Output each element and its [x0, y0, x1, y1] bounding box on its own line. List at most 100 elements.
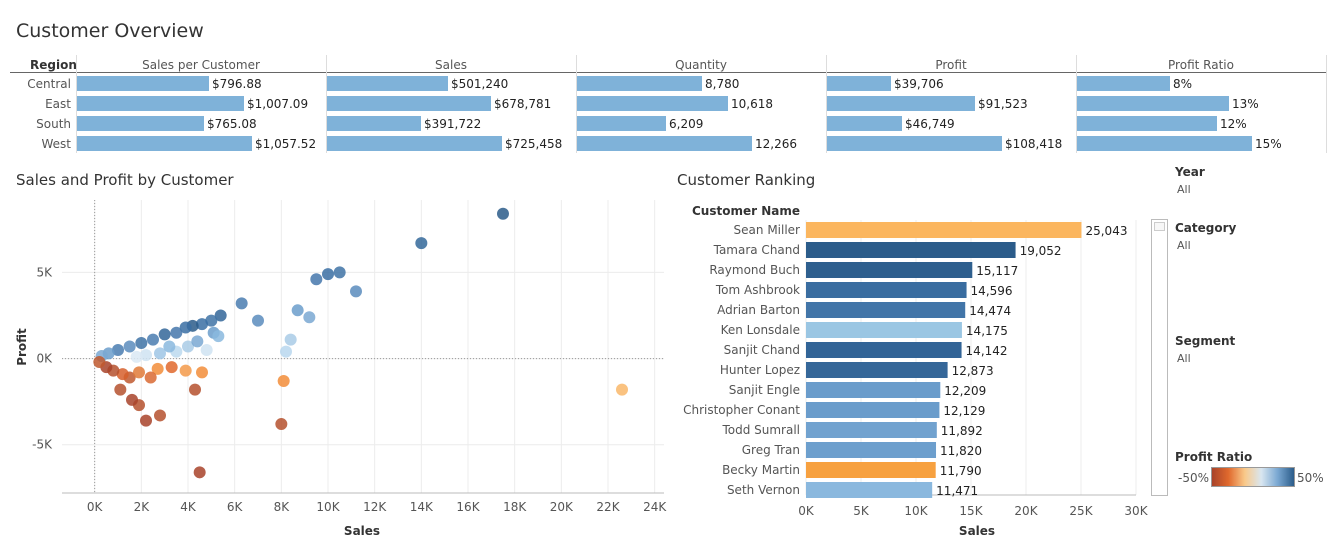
- ranking-bar[interactable]: [806, 382, 941, 398]
- overview-bar[interactable]: [77, 136, 252, 151]
- overview-value: $725,458: [505, 137, 563, 151]
- overview-value: $46,749: [905, 117, 955, 131]
- ranking-bar[interactable]: [806, 302, 966, 318]
- ranking-bar[interactable]: [806, 402, 940, 418]
- scatter-point[interactable]: [214, 309, 227, 322]
- scatter-point[interactable]: [277, 374, 290, 387]
- scatter-point[interactable]: [497, 207, 509, 220]
- overview-bar[interactable]: [1077, 116, 1217, 131]
- overview-bar[interactable]: [827, 116, 902, 131]
- scatter-point[interactable]: [151, 362, 164, 375]
- scatter-point[interactable]: [140, 349, 152, 362]
- overview-bar[interactable]: [327, 116, 421, 131]
- ranking-bar[interactable]: [806, 462, 936, 478]
- bar-value-label: 14,596: [971, 284, 1013, 298]
- scatter-point[interactable]: [193, 466, 206, 479]
- overview-bar[interactable]: [77, 76, 209, 91]
- scatter-point[interactable]: [200, 343, 213, 356]
- scatter-point[interactable]: [154, 347, 166, 360]
- overview-bar[interactable]: [577, 116, 666, 131]
- scatter-point[interactable]: [130, 350, 143, 363]
- scatter-point[interactable]: [191, 335, 204, 348]
- overview-bar[interactable]: [577, 76, 702, 91]
- scatter-point[interactable]: [235, 297, 248, 310]
- scatter-point[interactable]: [133, 366, 145, 379]
- scatter-point[interactable]: [322, 268, 334, 281]
- scatter-point[interactable]: [135, 337, 148, 350]
- ranking-bar[interactable]: [806, 482, 933, 498]
- scatter-point[interactable]: [252, 314, 264, 327]
- ranking-bar[interactable]: [806, 362, 948, 378]
- ranking-scrollbar[interactable]: [1151, 219, 1168, 496]
- scatter-chart[interactable]: 0K 2K 4K 6K 8K 10K 12K 14K 16K 18K 20K 22K 24K 5K 0K -5…: [0, 195, 670, 545]
- column-header: Profit: [935, 58, 967, 72]
- overview-bar[interactable]: [827, 136, 1002, 151]
- ranking-bar[interactable]: [806, 222, 1082, 238]
- scatter-point[interactable]: [154, 409, 166, 422]
- scrollbar-thumb[interactable]: [1154, 222, 1165, 231]
- ranking-bar[interactable]: [806, 322, 962, 338]
- overview-bar[interactable]: [77, 96, 244, 111]
- scatter-point[interactable]: [284, 333, 297, 346]
- overview-bar[interactable]: [827, 76, 891, 91]
- scatter-point[interactable]: [123, 340, 136, 353]
- scatter-point[interactable]: [114, 383, 127, 396]
- column-header: Sales: [435, 58, 467, 72]
- scatter-point[interactable]: [415, 237, 428, 250]
- scatter-point[interactable]: [93, 356, 106, 369]
- ranking-bar[interactable]: [806, 262, 973, 278]
- scatter-point[interactable]: [144, 371, 157, 384]
- overview-value: 8,780: [705, 77, 740, 91]
- overview-bar[interactable]: [577, 136, 752, 151]
- scatter-point[interactable]: [189, 383, 201, 396]
- scatter-point[interactable]: [140, 414, 152, 427]
- ranking-bar[interactable]: [806, 282, 967, 298]
- scatter-point[interactable]: [126, 393, 138, 406]
- scatter-point[interactable]: [147, 333, 159, 346]
- ranking-bar[interactable]: [806, 342, 962, 358]
- scatter-point[interactable]: [165, 361, 178, 374]
- overview-bar[interactable]: [77, 116, 204, 131]
- scatter-point[interactable]: [116, 368, 129, 381]
- scatter-point[interactable]: [163, 340, 176, 353]
- overview-value: $1,057.52: [255, 137, 317, 151]
- overview-bar[interactable]: [1077, 76, 1170, 91]
- ranking-chart[interactable]: Customer Name Sean Miller 25,043 Tamara Cha…: [670, 195, 1170, 545]
- x-tick-label: 24K: [643, 500, 667, 514]
- overview-bar[interactable]: [827, 96, 975, 111]
- year-filter-value[interactable]: All: [1177, 183, 1191, 196]
- scatter-point[interactable]: [275, 418, 288, 431]
- scatter-point[interactable]: [350, 285, 362, 298]
- scatter-point[interactable]: [179, 364, 192, 377]
- scatter-point[interactable]: [170, 326, 183, 339]
- scatter-point[interactable]: [310, 273, 323, 286]
- scatter-point[interactable]: [196, 318, 208, 331]
- overview-bar[interactable]: [1077, 96, 1229, 111]
- overview-bar[interactable]: [327, 136, 502, 151]
- scatter-point[interactable]: [280, 345, 292, 358]
- overview-bar[interactable]: [577, 96, 728, 111]
- scatter-point[interactable]: [303, 311, 316, 324]
- ranking-bar[interactable]: [806, 442, 937, 458]
- scatter-point[interactable]: [196, 366, 208, 379]
- overview-bar[interactable]: [327, 96, 491, 111]
- ranking-bar[interactable]: [806, 422, 937, 438]
- scatter-point[interactable]: [291, 304, 304, 317]
- scatter-point[interactable]: [158, 328, 171, 341]
- ranking-bar[interactable]: [806, 242, 1016, 258]
- bar-value-label: 15,117: [976, 264, 1018, 278]
- scatter-point[interactable]: [182, 340, 194, 353]
- scatter-point[interactable]: [112, 343, 124, 356]
- scatter-point[interactable]: [616, 383, 628, 396]
- scatter-point[interactable]: [333, 266, 346, 279]
- scatter-point[interactable]: [179, 321, 192, 334]
- category-filter-value[interactable]: All: [1177, 239, 1191, 252]
- overview-bar[interactable]: [1077, 136, 1252, 151]
- scatter-point[interactable]: [212, 330, 225, 343]
- segment-filter-value[interactable]: All: [1177, 352, 1191, 365]
- overview-value: $796.88: [212, 77, 262, 91]
- customer-name-label: Sanjit Engle: [729, 383, 800, 397]
- overview-bar[interactable]: [327, 76, 448, 91]
- bar-value-label: 14,142: [966, 344, 1008, 358]
- scatter-point[interactable]: [205, 314, 218, 327]
